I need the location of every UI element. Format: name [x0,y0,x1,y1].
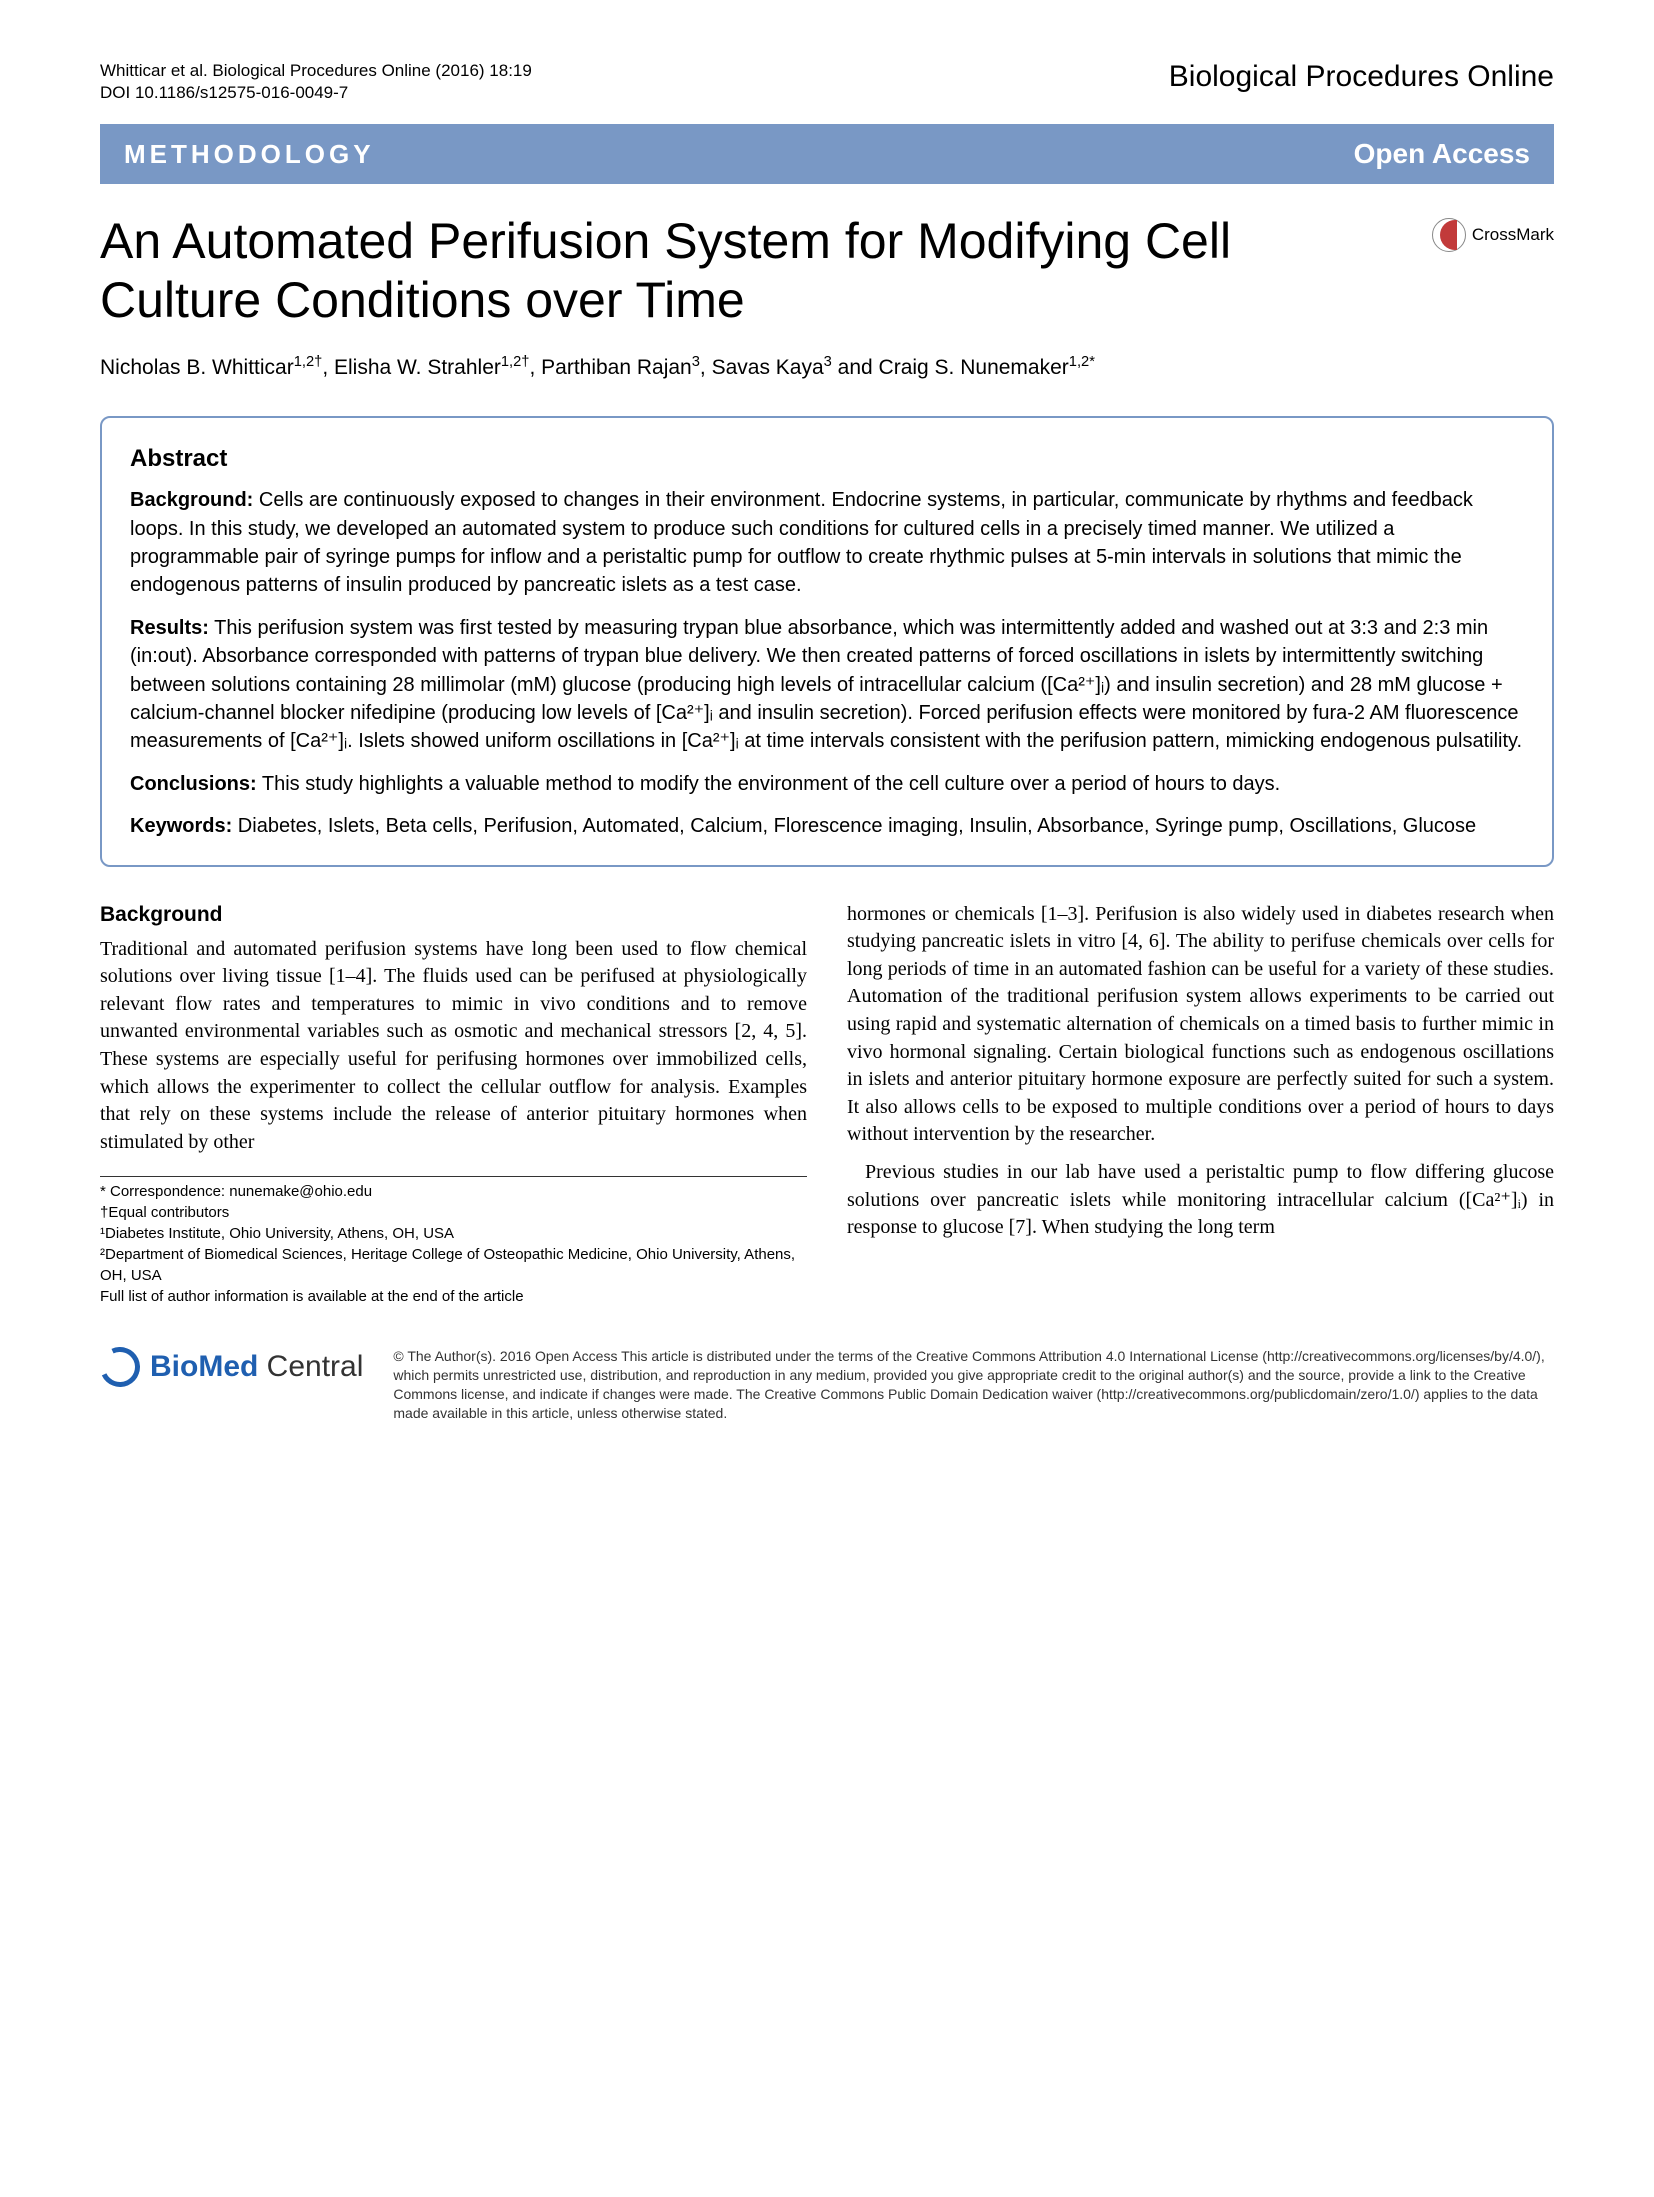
author-info-note: Full list of author information is avail… [100,1286,807,1307]
logo-bio: BioMed [150,1350,258,1383]
crossmark-badge[interactable]: CrossMark [1432,218,1554,252]
footer-bar: BioMed Central © The Author(s). 2016 Ope… [100,1333,1554,1423]
author-list: Nicholas B. Whitticar1,2†, Elisha W. Str… [100,354,1554,380]
body-para: Traditional and automated perifusion sys… [100,936,807,1157]
article-category: METHODOLOGY [124,139,375,170]
license-text: © The Author(s). 2016 Open Access This a… [393,1347,1554,1423]
affiliation-2: ²Department of Biomedical Sciences, Heri… [100,1244,807,1286]
correspondence: * Correspondence: nunemake@ohio.edu [100,1181,807,1202]
crossmark-text: CrossMark [1472,225,1554,245]
column-right: hormones or chemicals [1–3]. Perifusion … [847,901,1554,1308]
abstract-heading: Abstract [130,442,1524,476]
biomed-central-logo: BioMed Central [100,1347,363,1387]
abstract-conclusions: Conclusions: This study highlights a val… [130,770,1524,798]
body-para: hormones or chemicals [1–3]. Perifusion … [847,901,1554,1149]
header-meta: Whitticar et al. Biological Procedures O… [100,60,1554,104]
category-bar: METHODOLOGY Open Access [100,124,1554,184]
article-title: An Automated Perifusion System for Modif… [100,212,1240,330]
citation-line1: Whitticar et al. Biological Procedures O… [100,60,532,82]
body-columns: Background Traditional and automated per… [100,901,1554,1308]
citation-doi: DOI 10.1186/s12575-016-0049-7 [100,82,532,104]
citation: Whitticar et al. Biological Procedures O… [100,60,532,104]
abstract-keywords: Keywords: Diabetes, Islets, Beta cells, … [130,812,1524,840]
section-heading-background: Background [100,901,807,930]
column-left: Background Traditional and automated per… [100,901,807,1308]
crossmark-icon [1432,218,1466,252]
open-access-label: Open Access [1354,138,1530,170]
equal-contrib: †Equal contributors [100,1202,807,1223]
abstract-background: Background: Cells are continuously expos… [130,486,1524,600]
journal-name: Biological Procedures Online [1169,60,1554,94]
bmc-mark-icon [94,1342,145,1393]
affiliation-1: ¹Diabetes Institute, Ohio University, At… [100,1223,807,1244]
abstract-results: Results: This perifusion system was firs… [130,614,1524,756]
abstract-box: Abstract Background: Cells are continuou… [100,416,1554,866]
footnotes: * Correspondence: nunemake@ohio.edu †Equ… [100,1176,807,1307]
body-para: Previous studies in our lab have used a … [847,1159,1554,1242]
logo-central: Central [258,1350,363,1383]
